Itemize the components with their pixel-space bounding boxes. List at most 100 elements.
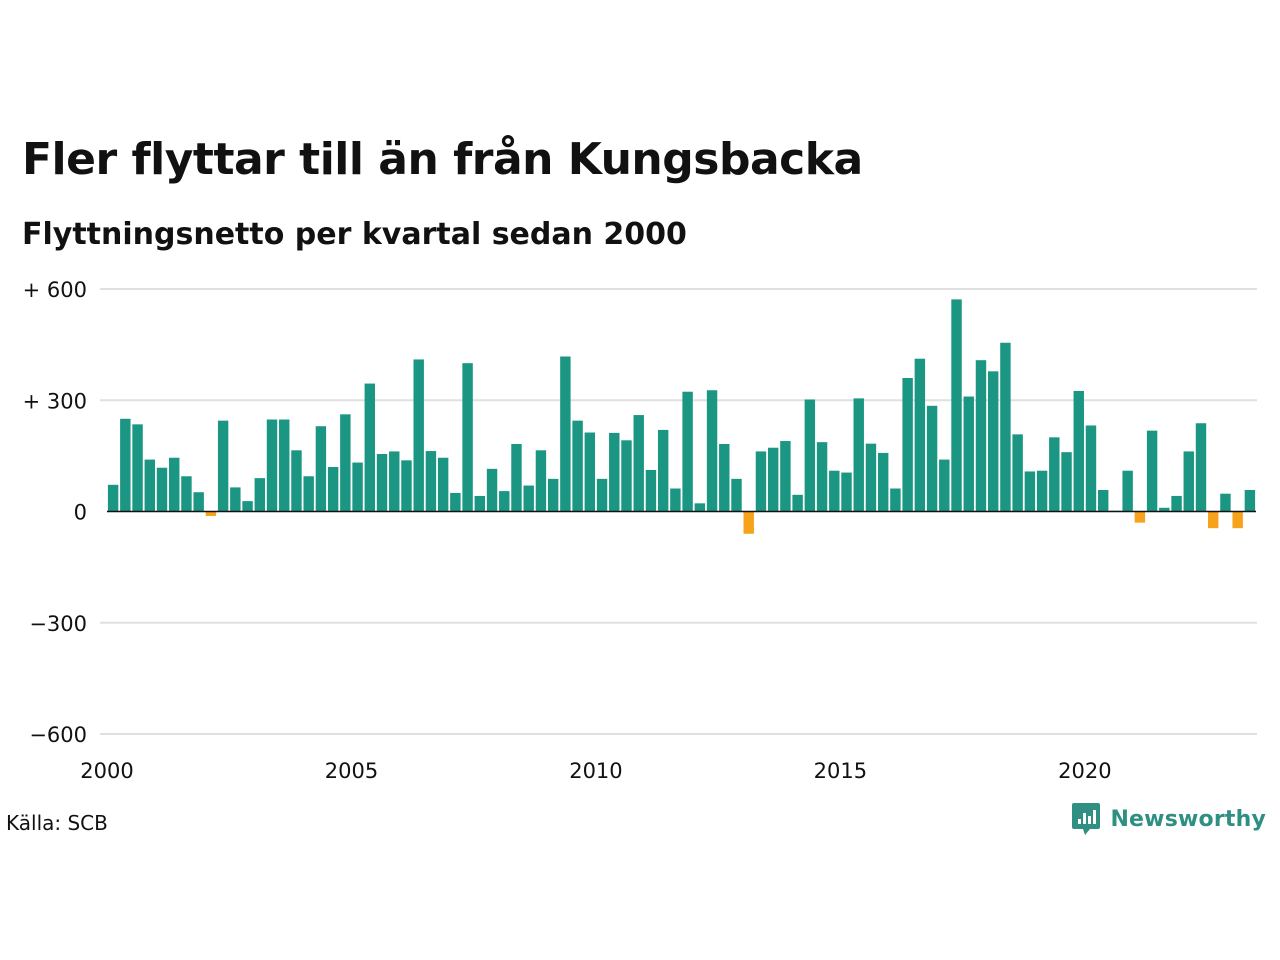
bar [621,440,632,512]
bar [462,363,473,512]
y-tick-label: + 600 [23,278,87,302]
bar [376,454,388,512]
bar [1036,470,1048,512]
bar [303,476,314,512]
bar [645,469,657,512]
bar [535,450,547,512]
bar [1208,511,1219,529]
bar [1220,493,1231,512]
bar [547,478,559,512]
bar [413,359,424,512]
bar [327,467,339,512]
bar [291,450,302,512]
bar [217,420,229,512]
bar [694,503,706,512]
bar [169,457,180,512]
bar [926,405,938,512]
bar [792,494,803,512]
bar [657,429,669,512]
bar [523,485,534,512]
bar [560,356,571,512]
bar [572,420,583,512]
bar [230,487,241,512]
bar [584,432,596,512]
bar [1000,342,1011,512]
bar [1122,470,1133,512]
bar [156,467,168,512]
newsworthy-brand: Newsworthy [1071,801,1266,837]
bar [743,511,754,534]
bar [107,484,119,512]
bars [107,299,1256,534]
x-tick-label: 2010 [569,759,622,783]
bar [1073,390,1084,512]
bar [193,492,204,512]
chart-subtitle: Flyttningsnetto per kvartal sedan 2000 [22,217,687,252]
bar [596,478,608,512]
bar [401,460,412,512]
bar [902,378,913,512]
bar [511,444,522,512]
bar [132,424,143,512]
bar [914,358,926,512]
bar [682,391,693,512]
bar [780,441,791,512]
bar [1244,489,1256,512]
bar [1146,430,1158,512]
bar [315,426,327,512]
bar [951,299,962,512]
bar [1159,507,1170,512]
bar [816,442,828,512]
bar [706,390,718,512]
bar [352,462,363,512]
bar [1195,423,1207,512]
y-axis-ticks: + 600 + 300 0 −300 −600 [23,278,87,747]
bar [340,414,351,512]
newsworthy-logo-icon [1072,803,1101,835]
bar [987,371,999,512]
bar [975,360,987,512]
bar [731,478,742,512]
bar [1049,437,1060,512]
x-axis-ticks: 2000 2005 2010 2015 2020 [80,759,1111,783]
bar [279,419,290,512]
bar [1024,471,1036,512]
bar-chart: + 600 + 300 0 −300 −600 2000 2005 2010 2015 2020 [23,278,1257,783]
brand-name: Newsworthy [1110,806,1266,832]
bar [877,452,889,512]
bar [120,418,131,512]
chart-title: Fler flyttar till än från Kungsbacka [22,134,863,185]
bar [767,447,779,512]
bar [389,451,400,512]
bar [829,470,840,512]
bar [1232,511,1243,529]
bar [254,478,265,512]
x-tick-label: 2005 [325,759,378,783]
bar [804,399,816,512]
y-tick-label: 0 [74,501,87,525]
bar [450,492,461,512]
bar [1183,451,1194,512]
x-tick-label: 2000 [80,759,133,783]
bar [890,488,901,512]
y-tick-label: −600 [29,723,87,747]
bar [181,476,192,512]
bar [841,472,852,512]
y-tick-label: + 300 [23,389,87,413]
bar [437,457,449,512]
bar [1085,425,1097,512]
source-note: Källa: SCB [6,811,108,835]
x-tick-label: 2015 [814,759,867,783]
bar [853,398,864,512]
bar [266,419,278,512]
bar [719,444,730,512]
bar [425,451,437,512]
y-tick-label: −300 [29,612,87,636]
bar [474,495,486,512]
bar [1171,495,1182,512]
bar [1012,434,1023,512]
bar [499,491,510,512]
bar [242,501,253,512]
bar [1134,511,1146,523]
bar [144,459,155,512]
